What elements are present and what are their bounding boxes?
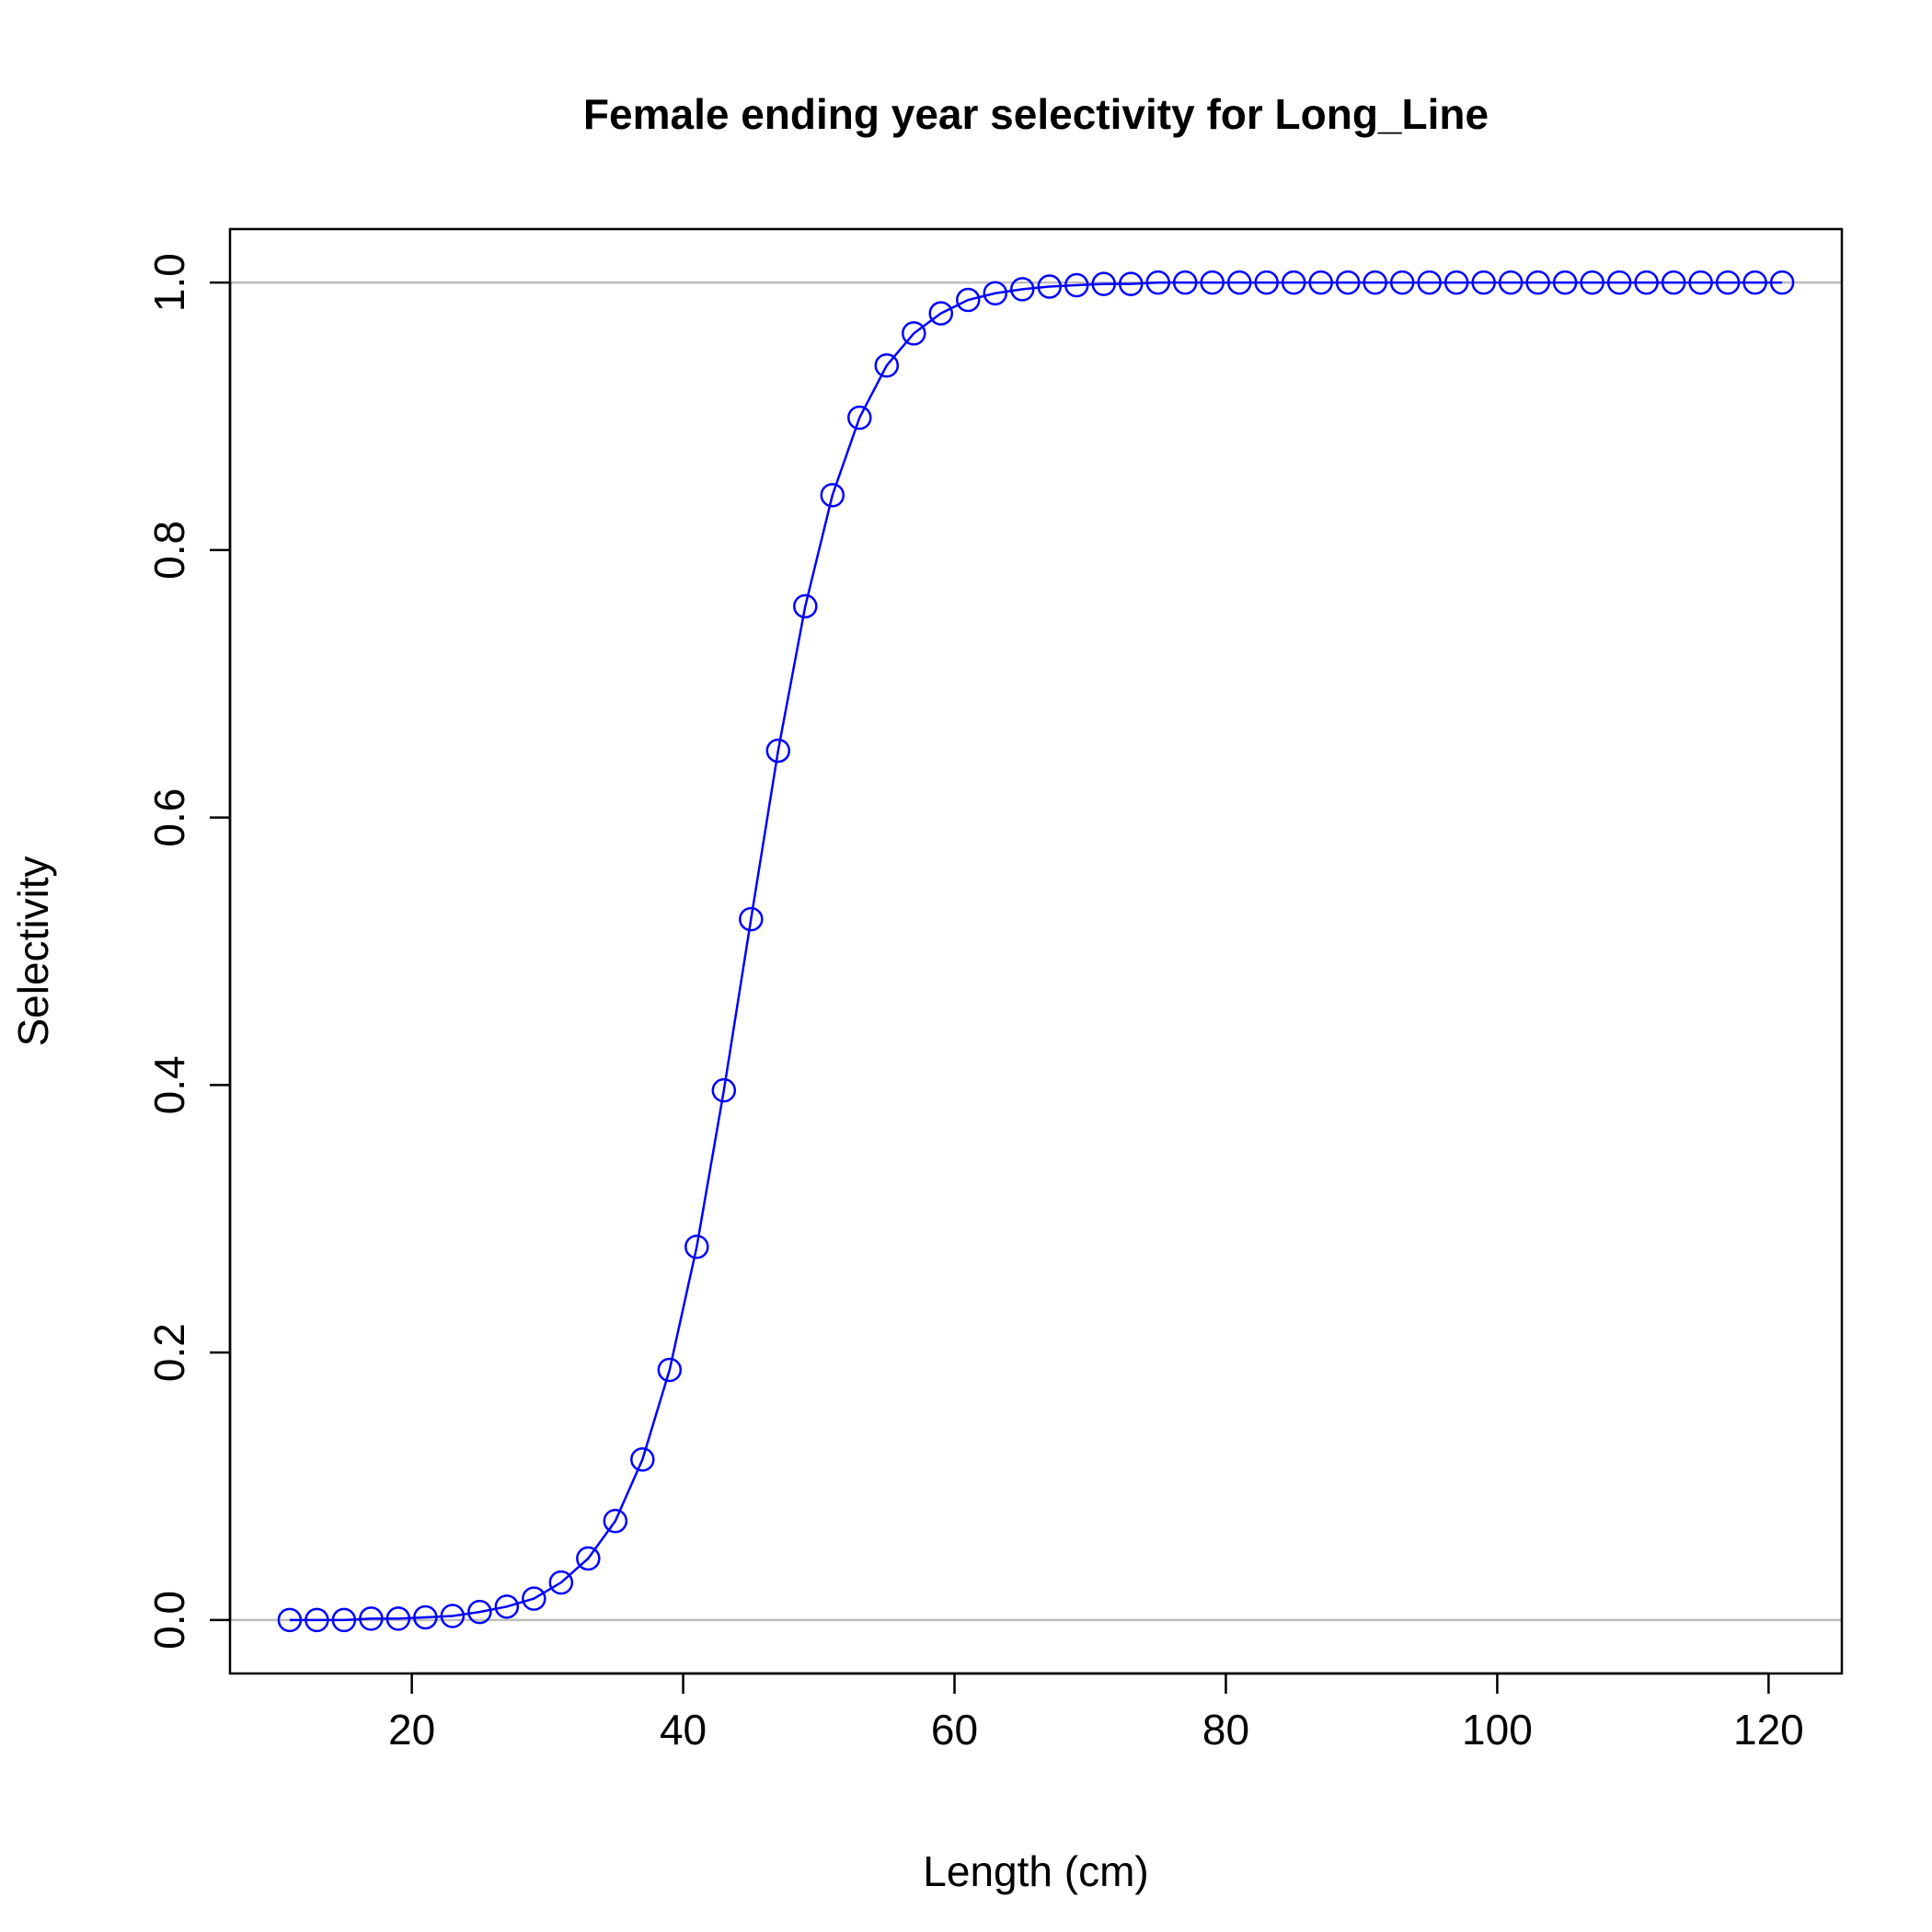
x-tick-label: 20 [388,1706,435,1754]
data-point [1688,270,1713,295]
data-point [1634,270,1659,295]
data-point [603,1509,628,1534]
data-point [277,1607,303,1633]
chart-title: Female ending year selectivity for Long_… [583,90,1489,138]
data-point [902,321,926,346]
x-tick-label: 120 [1733,1706,1804,1754]
data-point [630,1447,655,1472]
data-point [1742,270,1767,295]
x-tick-label: 60 [931,1706,978,1754]
data-point [765,738,791,764]
x-tick-label: 40 [660,1706,707,1754]
data-point [1200,270,1225,295]
data-point [874,353,900,378]
data-point [1091,271,1116,296]
y-axis-label: Selectivity [9,856,57,1046]
data-point [1308,270,1333,295]
data-point [1254,270,1279,295]
y-tick-label: 0.6 [145,788,193,847]
data-point [1498,270,1524,295]
data-point [983,281,1008,306]
data-point [847,405,872,431]
data-point [928,301,954,326]
y-axis: 0.0 0.2 0.4 0.6 0.8 1.0 [145,253,232,1650]
data-point [684,1235,709,1259]
data-point [522,1586,546,1611]
data-point [1064,272,1089,298]
data-point [1525,270,1550,295]
data-point [1552,270,1578,295]
y-tick-label: 0.2 [145,1323,193,1382]
data-point [1443,270,1469,295]
data-point [467,1599,492,1625]
data-point [793,593,818,619]
data-point [576,1546,601,1571]
data-point [1281,270,1306,295]
data-point [1172,270,1198,295]
plot-area [277,270,1795,1633]
data-point [385,1606,411,1631]
data-point [440,1604,466,1628]
data-point [657,1357,683,1383]
data-point [1226,270,1252,295]
data-point [1363,270,1387,295]
data-point [820,483,845,508]
y-tick-label: 1.0 [145,253,193,312]
y-tick-label: 0.8 [145,521,193,580]
data-point [1580,270,1604,295]
series-line-0 [289,281,1783,1622]
data-point [1118,271,1144,296]
x-axis: 20 40 60 80 100 120 [388,1672,1804,1754]
data-point [359,1606,384,1631]
data-point [1769,270,1795,295]
data-point [1417,270,1442,295]
data-point [1389,270,1415,295]
data-point [1010,277,1035,302]
data-point [1037,274,1062,299]
x-tick-label: 100 [1462,1706,1533,1754]
data-point [1661,270,1686,295]
data-point [1145,270,1170,295]
data-point [413,1604,438,1630]
data-point [739,906,764,932]
y-tick-label: 0.4 [145,1055,193,1114]
data-point [1606,270,1632,295]
data-point [494,1594,520,1619]
data-point [1715,270,1741,295]
y-tick-label: 0.0 [145,1591,193,1650]
data-point [956,287,981,313]
data-point [548,1570,574,1595]
x-tick-label: 80 [1202,1706,1249,1754]
data-point [711,1077,737,1103]
data-point [305,1607,329,1633]
data-point [1471,270,1496,295]
data-point [1335,270,1361,295]
x-axis-label: Length (cm) [923,1847,1148,1895]
data-point [331,1607,357,1633]
